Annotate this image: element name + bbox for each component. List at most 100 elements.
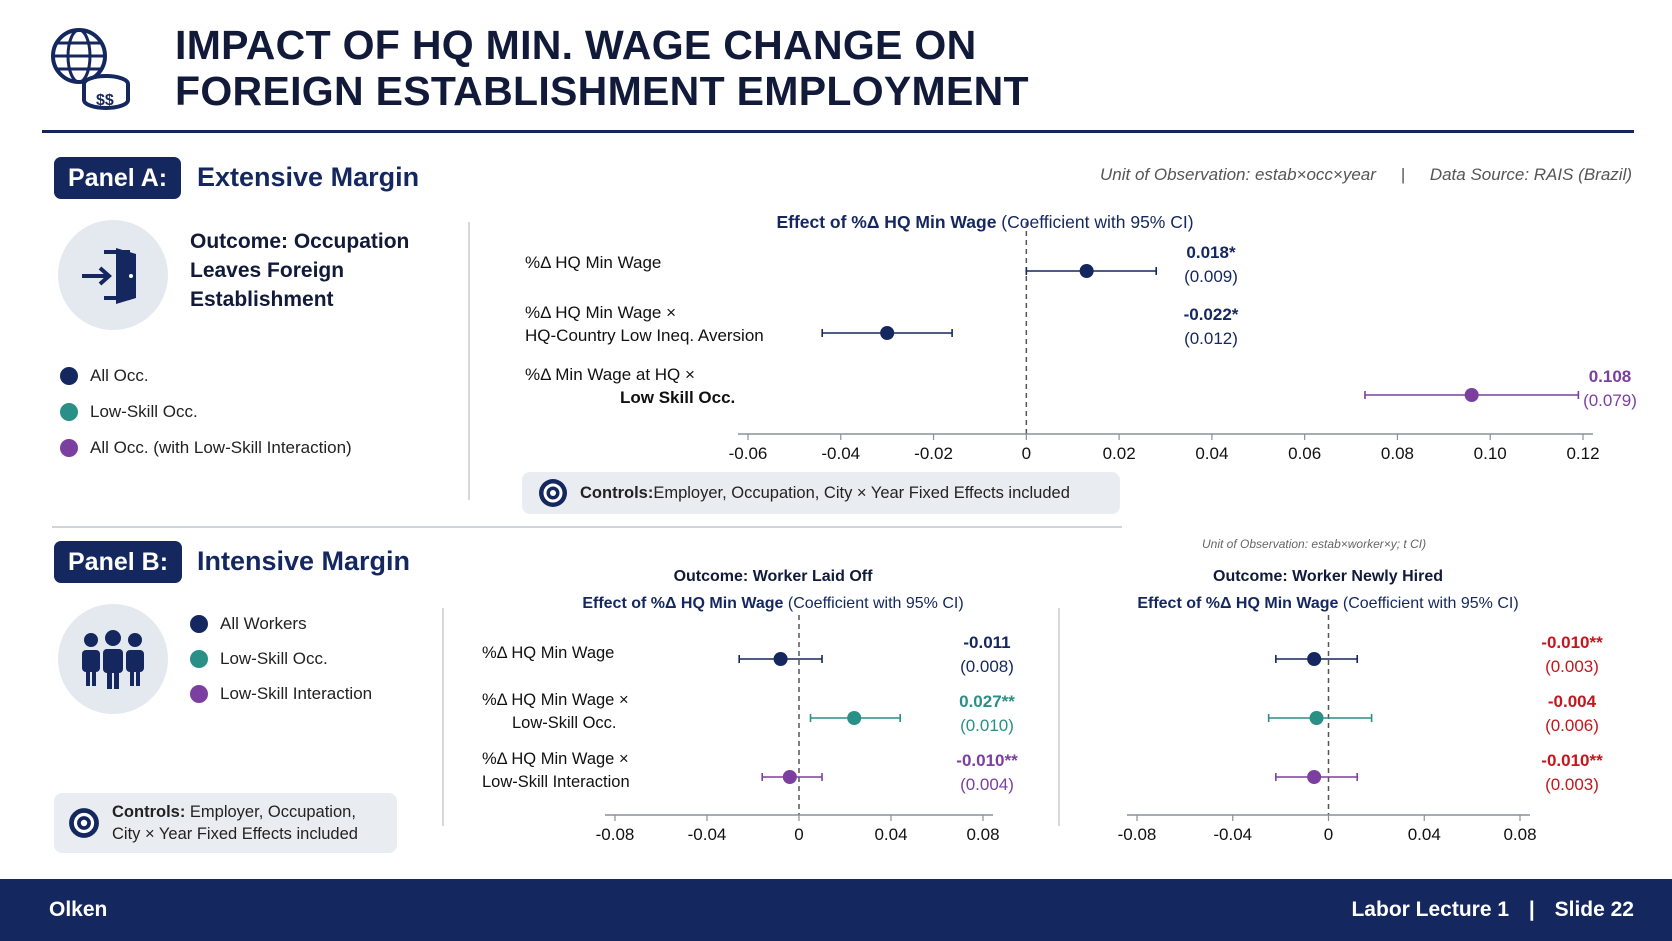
coef-point (1079, 264, 1094, 278)
legend-item: All Workers (190, 606, 372, 641)
x-tick-label: 0.02 (1103, 444, 1136, 460)
svg-text:$$: $$ (96, 92, 114, 109)
row-label: HQ-Country Low Ineq. Aversion (525, 326, 764, 345)
x-tick-label: 0.08 (1503, 825, 1536, 844)
legend-dot (60, 439, 78, 457)
legend-label: All Workers (220, 613, 307, 633)
coef-label: -0.011 (963, 633, 1010, 652)
panel-divider (52, 526, 1122, 528)
meta-source: Data Source: RAIS (Brazil) (1429, 165, 1633, 184)
controls-text: Employer, Occupation, City × Year Fixed … (653, 483, 1070, 502)
chart-title: Outcome: Worker Laid Off (674, 568, 874, 585)
legend-item: Low-Skill Occ. (190, 641, 372, 676)
outcome-line-2: Leaves Foreign (190, 259, 345, 282)
legend-item: All Occ. (with Low-Skill Interaction) (60, 430, 352, 466)
panel-a-controls: Controls: Employer, Occupation, City × Y… (522, 472, 1120, 514)
coef-point (773, 652, 788, 666)
se-label: (0.009) (1184, 267, 1238, 286)
row-label: %Δ Min Wage at HQ × (525, 365, 695, 384)
chart-subtitle: Effect of %Δ HQ Min Wage (Coefficient wi… (776, 212, 1193, 232)
controls-text-1: Employer, Occupation, (185, 803, 356, 821)
page-title: IMPACT OF HQ MIN. WAGE CHANGE ON FOREIGN… (175, 22, 1029, 114)
panel-b-meta: Unit of Observation: estab×worker×y; t C… (1202, 537, 1427, 551)
coef-label: 0.108 (1589, 367, 1632, 386)
panel-b-title: Intensive Margin (197, 546, 411, 576)
title-line-2: FOREIGN ESTABLISHMENT EMPLOYMENT (175, 68, 1029, 114)
row-label: %Δ HQ Min Wage × (482, 691, 629, 709)
se-label: (0.004) (960, 775, 1014, 794)
panel-b-controls: Controls: Employer, Occupation, City × Y… (54, 793, 397, 853)
controls-label: Controls: (580, 483, 654, 502)
gear-icon (538, 478, 568, 508)
meta-separator: | (1400, 165, 1406, 184)
coef-point (1464, 388, 1479, 402)
panel-a-meta: Unit of Observation: estab×occ×year | Da… (1100, 165, 1632, 185)
panel-a-outcome: Outcome: Occupation Leaves Foreign Estab… (190, 227, 409, 314)
x-tick-label: 0.08 (966, 825, 999, 844)
coef-label: 0.027** (959, 692, 1015, 711)
coef-label: -0.010** (1541, 633, 1603, 652)
legend-item: Low-Skill Interaction (190, 676, 372, 711)
panel-a-legend: All Occ. Low-Skill Occ. All Occ. (with L… (60, 358, 352, 466)
se-label: (0.008) (960, 657, 1014, 676)
gear-icon (68, 807, 100, 839)
footer-separator: | (1528, 898, 1535, 921)
coef-point (847, 711, 862, 725)
coef-label: -0.022* (1184, 305, 1239, 324)
legend-label: Low-Skill Occ. (220, 648, 328, 668)
row-label: %Δ HQ Min Wage × (525, 303, 676, 322)
se-label: (0.079) (1583, 391, 1637, 410)
footer: Olken Labor Lecture 1 | Slide 22 (0, 879, 1672, 941)
legend-dot (60, 403, 78, 421)
legend-item: Low-Skill Occ. (60, 394, 352, 430)
legend-label: All Occ. (with Low-Skill Interaction) (90, 438, 352, 457)
coef-point (782, 770, 797, 784)
coef-label: -0.004 (1548, 692, 1597, 711)
globe-money-icon: $$ (51, 28, 130, 110)
x-tick-label: 0.04 (1195, 444, 1228, 460)
row-label: %Δ HQ Min Wage × (482, 750, 629, 768)
panel-a-badge: Panel A: (54, 157, 182, 199)
coef-point (880, 326, 895, 340)
course-name: Labor Lecture 1 (1351, 898, 1510, 921)
meta-unit: Unit of Observation: estab×occ×year (1100, 165, 1376, 184)
legend-label: Low-Skill Occ. (90, 402, 198, 421)
panel-a-vertical-divider (468, 222, 470, 500)
row-label: %Δ HQ Min Wage (525, 253, 661, 272)
panel-b-mid-divider (1058, 608, 1060, 826)
panel-a-title: Extensive Margin (197, 162, 420, 192)
x-tick-label: 0.04 (874, 825, 907, 844)
coef-label: -0.010** (1541, 751, 1603, 770)
x-tick-label: -0.06 (729, 444, 768, 460)
outcome-line-3: Establishment (190, 288, 334, 311)
controls-label: Controls: (112, 803, 186, 821)
legend-label: Low-Skill Interaction (220, 683, 373, 703)
panel-b-badge: Panel B: (54, 541, 183, 583)
exit-door-icon (58, 220, 168, 330)
row-label: Low Skill Occ. (620, 388, 735, 407)
row-label: Low-Skill Interaction (482, 773, 630, 791)
coef-point (1307, 652, 1322, 666)
x-tick-label: 0 (1324, 825, 1333, 844)
x-tick-label: 0 (794, 825, 803, 844)
legend-label: All Occ. (90, 366, 149, 385)
title-divider (42, 130, 1634, 133)
chart-subtitle: Effect of %Δ HQ Min Wage (Coefficient wi… (582, 595, 963, 612)
coef-label: 0.018* (1186, 243, 1236, 262)
x-tick-label: 0.08 (1381, 444, 1414, 460)
chart-title: Outcome: Worker Newly Hired (1213, 568, 1443, 585)
x-tick-label: -0.08 (1118, 825, 1157, 844)
slide-number: Slide 22 (1554, 898, 1634, 921)
x-tick-label: -0.04 (688, 825, 727, 844)
coef-point (1307, 770, 1322, 784)
legend-dot (60, 367, 78, 385)
title-line-1: IMPACT OF HQ MIN. WAGE CHANGE ON (175, 22, 977, 68)
coef-label: -0.010** (956, 751, 1018, 770)
x-tick-label: 0.12 (1566, 444, 1599, 460)
panel-b-legend: All Workers Low-Skill Occ. Low-Skill Int… (190, 606, 372, 711)
footer-course: Labor Lecture 1 | Slide 22 (1351, 898, 1634, 922)
x-tick-label: 0.10 (1474, 444, 1507, 460)
legend-dot (190, 684, 208, 703)
x-tick-label: -0.02 (914, 444, 953, 460)
x-tick-label: 0.04 (1408, 825, 1441, 844)
